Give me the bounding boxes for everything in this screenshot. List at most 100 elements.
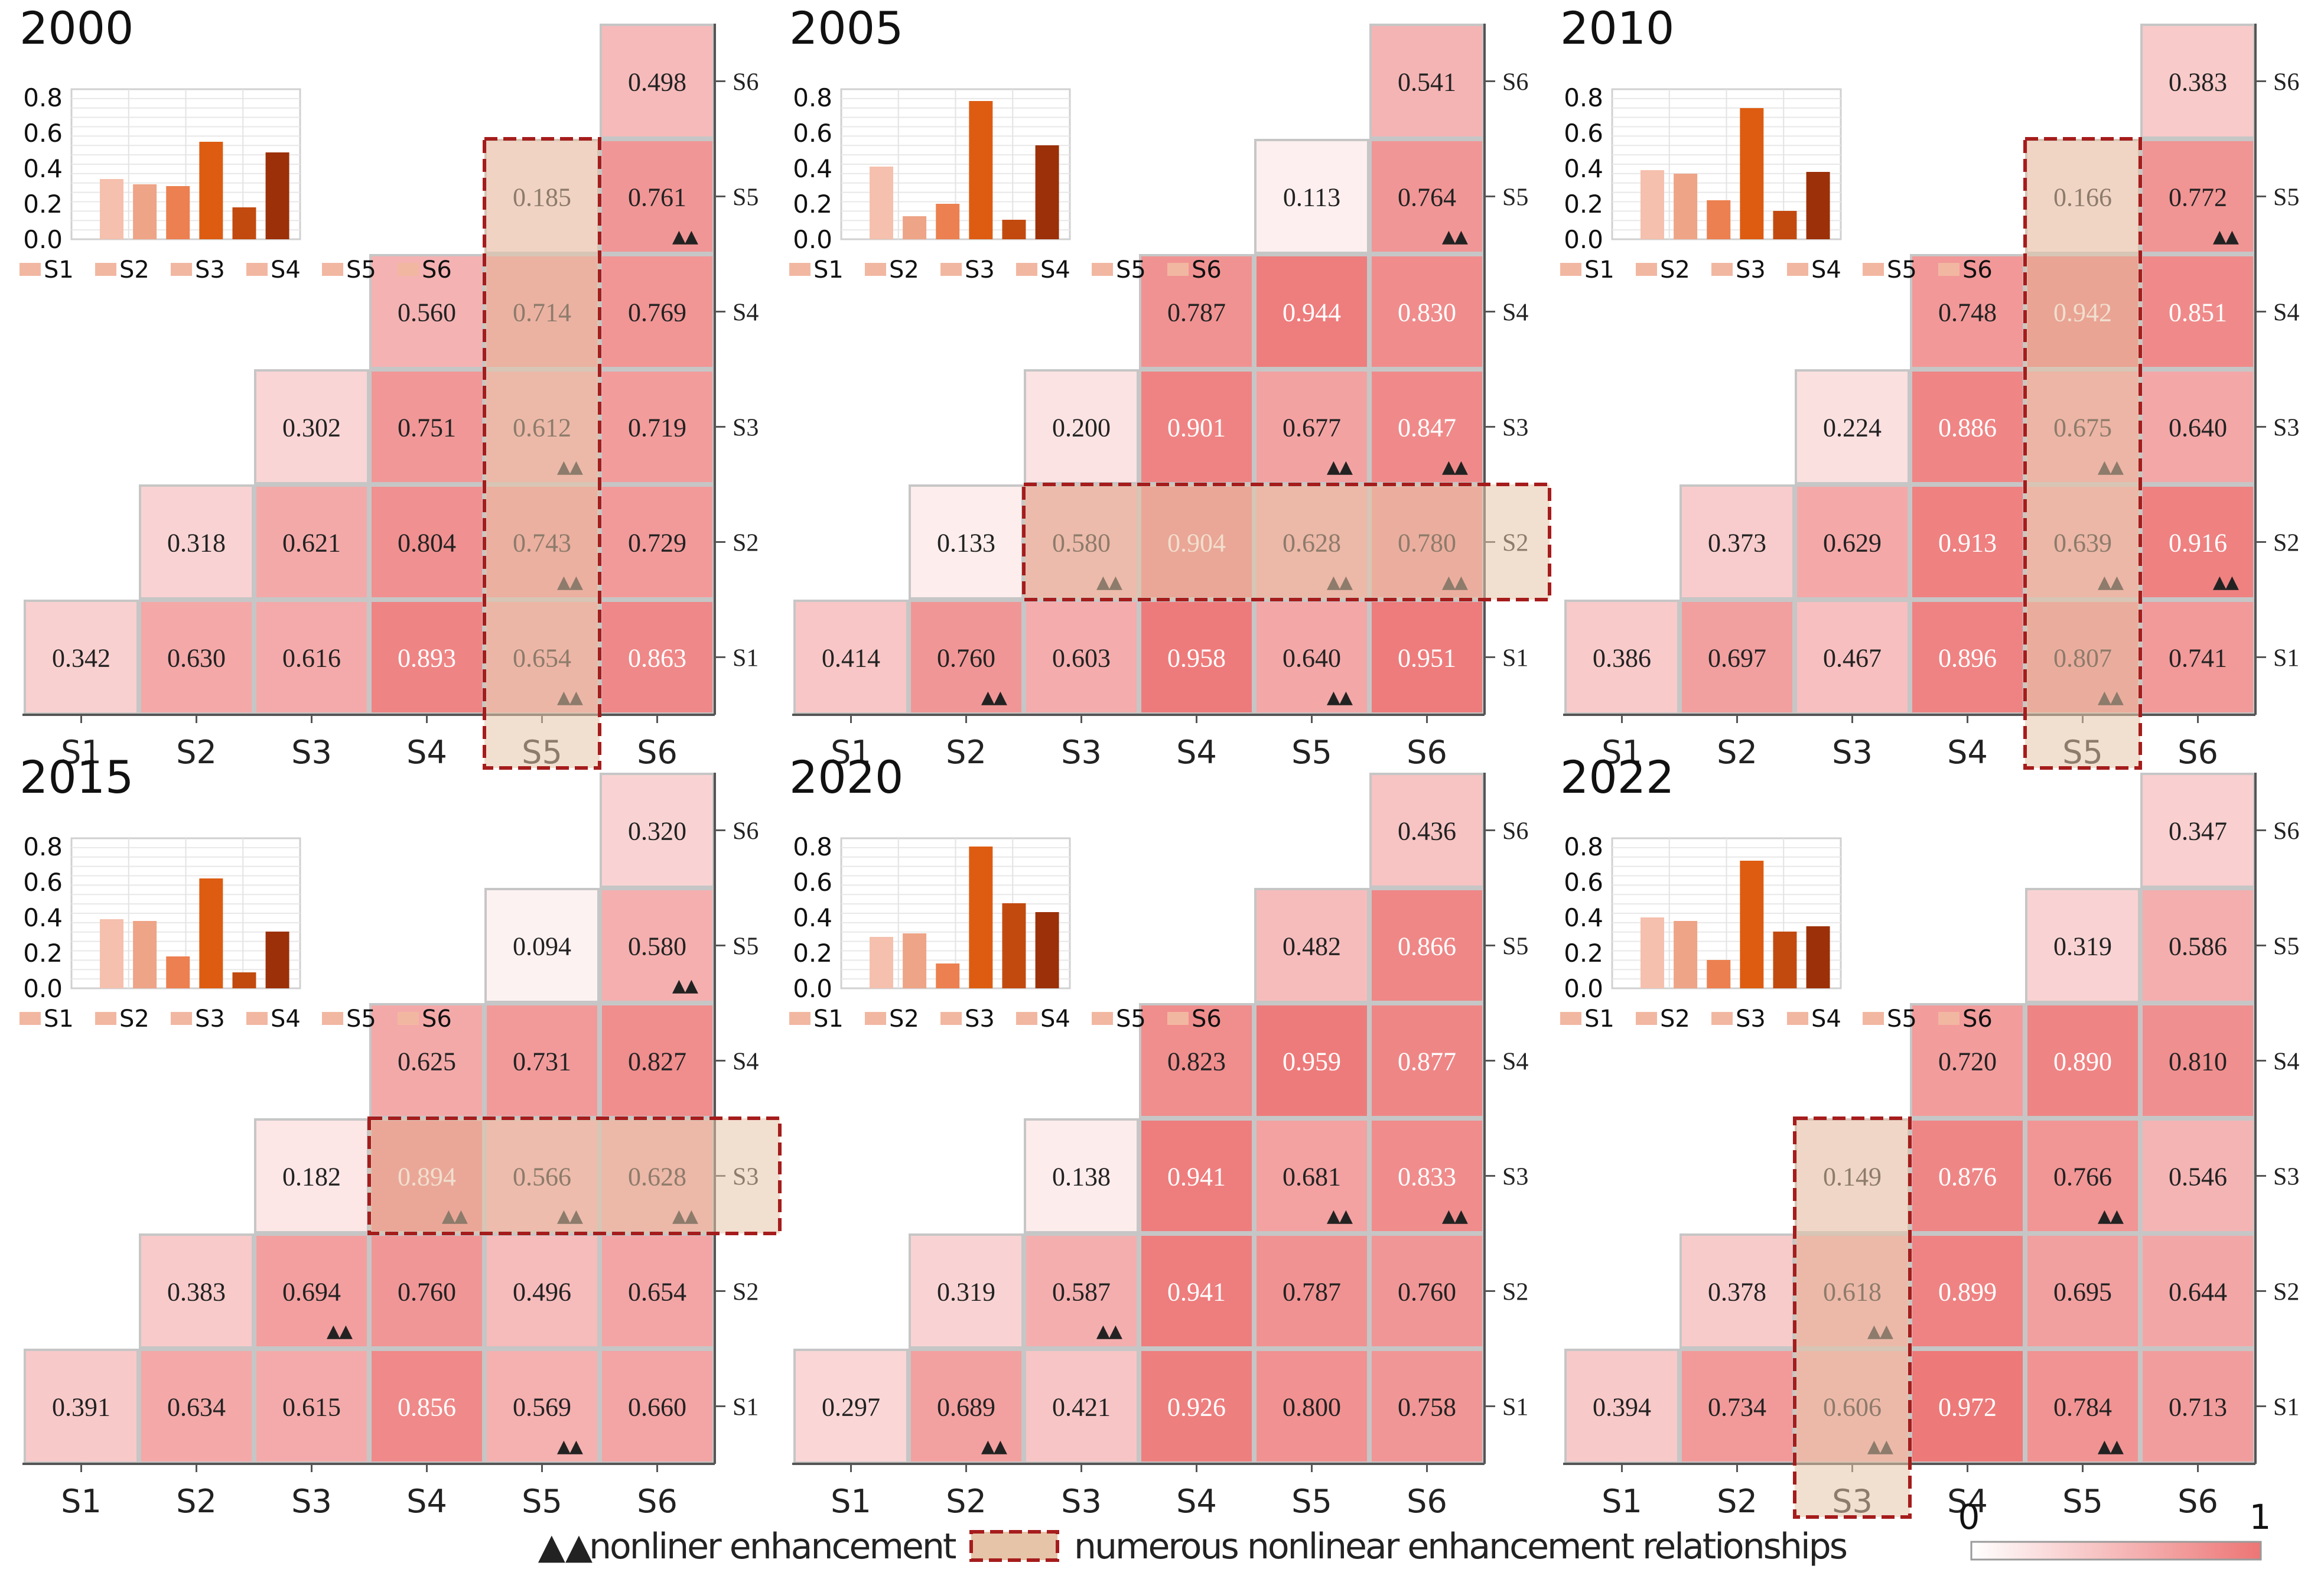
inset-bar-S2 bbox=[1674, 174, 1698, 239]
inset-bar-S4 bbox=[199, 142, 223, 239]
x-tick-label-S4: S4 bbox=[406, 1483, 447, 1520]
highlight-band bbox=[1022, 483, 1551, 601]
cell-value-label: 0.810 bbox=[2169, 1047, 2227, 1076]
inset-bar-S4 bbox=[969, 847, 993, 988]
y-tick-label-S1: S1 bbox=[733, 645, 759, 672]
inset-legend-swatch-S5 bbox=[1863, 1012, 1884, 1025]
heatmap-cell-S3-S4 bbox=[1910, 369, 2025, 484]
heatmap-cell-S3-S5 bbox=[1254, 369, 1369, 484]
inset-y-tick-label: 0.2 bbox=[23, 939, 63, 968]
inset-legend-swatch-S3 bbox=[1711, 1012, 1733, 1025]
y-tick-label-S4: S4 bbox=[733, 300, 759, 327]
y-tick-label-S6: S6 bbox=[1502, 69, 1528, 96]
x-tick-label-S6: S6 bbox=[637, 734, 678, 771]
cell-value-label: 0.560 bbox=[398, 298, 456, 327]
inset-y-tick-label: 0.4 bbox=[1564, 154, 1603, 183]
inset-legend-label-S6: S6 bbox=[1192, 1005, 1222, 1033]
heatmap-cell-S3-S3 bbox=[1024, 1118, 1139, 1233]
x-tick-label-S6: S6 bbox=[2177, 1483, 2218, 1520]
colorbar-gradient bbox=[1970, 1541, 2262, 1561]
inset-bar-S3 bbox=[1707, 200, 1731, 239]
cell-value-label: 0.630 bbox=[167, 644, 226, 673]
cell-value-label: 0.751 bbox=[398, 414, 456, 442]
y-tick-label-S1: S1 bbox=[2273, 1394, 2299, 1421]
inset-legend-swatch-S3 bbox=[171, 263, 192, 276]
inset-bar-S5 bbox=[232, 972, 256, 988]
heatmap-cell-S6-S6 bbox=[600, 773, 715, 888]
inset-bar-S2 bbox=[133, 184, 157, 239]
cell-value-label: 0.113 bbox=[1283, 183, 1340, 212]
cell-value-label: 0.804 bbox=[398, 529, 456, 558]
cell-value-label: 0.421 bbox=[1052, 1393, 1111, 1422]
heatmap-cell-S5-S6 bbox=[600, 888, 715, 1003]
inset-legend-label-S3: S3 bbox=[965, 256, 995, 284]
inset-bar-S4 bbox=[1740, 861, 1764, 988]
inset-bar-S4 bbox=[969, 101, 993, 239]
heatmap-cell-S4-S6 bbox=[2140, 254, 2255, 369]
panels-layer: 0.342 0.630 0.616 0.893 0.654 0.863 0.318 0.621… bbox=[19, 2, 2299, 1520]
y-tick-label-S1: S1 bbox=[733, 1394, 759, 1421]
inset-legend-swatch-S1 bbox=[1560, 263, 1581, 276]
inset-y-tick-label: 0.0 bbox=[23, 225, 63, 254]
y-tick-label-S6: S6 bbox=[1502, 818, 1528, 845]
cell-value-label: 0.731 bbox=[513, 1047, 571, 1076]
inset-legend-swatch-S4 bbox=[246, 1012, 268, 1025]
panel-title: 2020 bbox=[789, 751, 903, 803]
cell-value-label: 0.616 bbox=[282, 644, 341, 673]
cell-value-label: 0.886 bbox=[1938, 414, 1997, 442]
inset-legend-swatch-S4 bbox=[1787, 1012, 1808, 1025]
heatmap-cell-S2-S5 bbox=[484, 1233, 600, 1349]
heatmap-cell-S3-S4 bbox=[1910, 1118, 2025, 1233]
heatmap-cell-S5-S5 bbox=[484, 888, 600, 1003]
heatmap-cell-S1-S2 bbox=[909, 600, 1024, 715]
inset-y-tick-label: 0.6 bbox=[1564, 119, 1603, 148]
x-tick-label-S2: S2 bbox=[1717, 1483, 1757, 1520]
cell-value-label: 0.498 bbox=[628, 68, 686, 97]
cell-value-label: 0.741 bbox=[2169, 644, 2227, 673]
inset-legend-swatch-S6 bbox=[1938, 263, 1960, 276]
x-tick-label-S2: S2 bbox=[176, 1483, 217, 1520]
y-tick-label-S2: S2 bbox=[2273, 530, 2299, 557]
cell-value-label: 0.482 bbox=[1283, 932, 1341, 961]
heatmap-cell-S6-S6 bbox=[1369, 24, 1485, 139]
cell-value-label: 0.467 bbox=[1823, 644, 1882, 673]
inset-legend-label-S6: S6 bbox=[1962, 256, 1993, 284]
heatmap-cell-S3-S6 bbox=[1369, 1118, 1485, 1233]
inset-y-tick-label: 0.4 bbox=[793, 154, 832, 183]
y-tick-label-S5: S5 bbox=[733, 184, 759, 211]
marker-triangles: ▲▲ bbox=[981, 687, 1007, 708]
inset-y-tick-label: 0.0 bbox=[793, 974, 832, 1003]
inset-y-tick-label: 0.2 bbox=[793, 939, 832, 968]
heatmap-cell-S4-S4 bbox=[369, 254, 484, 369]
heatmap-cell-S3-S6 bbox=[600, 369, 715, 484]
inset-y-tick-label: 0.2 bbox=[1564, 939, 1603, 968]
inset-bar-S6 bbox=[1035, 145, 1059, 239]
heatmap-cell-S1-S1 bbox=[793, 1349, 909, 1464]
x-tick-label-S5: S5 bbox=[522, 1483, 562, 1520]
inset-bar-S3 bbox=[936, 204, 960, 239]
heatmap-cell-S1-S1 bbox=[1564, 600, 1679, 715]
inset-bar-S1 bbox=[100, 179, 123, 239]
y-tick-label-S3: S3 bbox=[2273, 415, 2299, 442]
cell-value-label: 0.830 bbox=[1398, 298, 1456, 327]
cell-value-label: 0.720 bbox=[1938, 1047, 1997, 1076]
heatmap-cell-S3-S5 bbox=[2025, 1118, 2140, 1233]
inset-legend-swatch-S2 bbox=[1636, 263, 1657, 276]
inset-legend-swatch-S6 bbox=[1167, 263, 1189, 276]
inset-bar-S4 bbox=[1740, 108, 1764, 239]
cell-value-label: 0.787 bbox=[1167, 298, 1226, 327]
cell-value-label: 0.320 bbox=[628, 817, 686, 846]
cell-value-label: 0.856 bbox=[398, 1393, 456, 1422]
heatmap-cell-S3-S3 bbox=[1024, 369, 1139, 484]
inset-y-tick-label: 0.0 bbox=[793, 225, 832, 254]
heatmap-cell-S1-S2 bbox=[909, 1349, 1024, 1464]
marker-triangles: ▲▲ bbox=[981, 1436, 1007, 1457]
heatmap-cell-S4-S5 bbox=[1254, 1003, 1369, 1118]
inset-legend-label-S1: S1 bbox=[813, 256, 844, 284]
cell-value-label: 0.758 bbox=[1398, 1393, 1456, 1422]
x-tick-label-S4: S4 bbox=[1176, 734, 1217, 771]
inset-legend-label-S1: S1 bbox=[1584, 256, 1615, 284]
x-tick-label-S1: S1 bbox=[61, 734, 102, 771]
cell-value-label: 0.660 bbox=[628, 1393, 686, 1422]
cell-value-label: 0.695 bbox=[2053, 1278, 2112, 1307]
